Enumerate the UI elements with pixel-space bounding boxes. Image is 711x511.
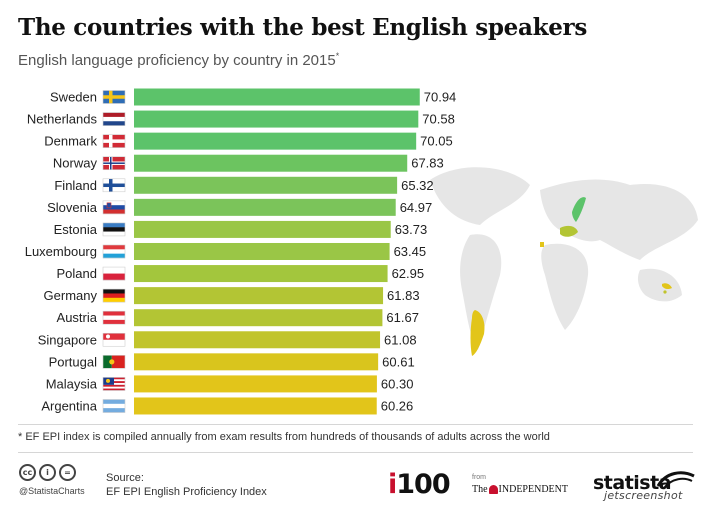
- independent-name: INDEPENDENT: [498, 484, 568, 495]
- subtitle-text: English language proficiency by country …: [18, 52, 336, 69]
- flag-icon: [102, 288, 126, 303]
- footnote: * EF EPI index is compiled annually from…: [18, 431, 550, 443]
- flag-icon: [102, 222, 126, 237]
- map-central-europe-highlight: [560, 225, 578, 237]
- map-singapore-highlight: [663, 290, 667, 294]
- category-label: Estonia: [54, 222, 98, 237]
- i100-logo-i: i: [388, 469, 397, 500]
- independent-logo[interactable]: The INDEPENDENT: [472, 484, 568, 495]
- bar: [134, 198, 396, 216]
- value-label: 70.58: [422, 112, 455, 127]
- category-label: Slovenia: [47, 200, 98, 215]
- footer: cc i = @StatistaCharts Source: EF EPI En…: [0, 456, 711, 511]
- value-label: 61.83: [387, 288, 420, 303]
- flag-icon: [102, 134, 126, 148]
- chart-subtitle: English language proficiency by country …: [18, 51, 339, 69]
- bar: [134, 242, 390, 260]
- jetscreenshot-watermark: jetscreenshot: [604, 489, 683, 502]
- bar: [134, 220, 391, 238]
- source-text: EF EPI English Proficiency Index: [106, 486, 267, 498]
- value-label: 60.26: [381, 398, 414, 413]
- footnote-divider: [18, 424, 693, 425]
- flag-icon: [102, 399, 126, 413]
- i100-logo[interactable]: i100: [388, 469, 451, 500]
- value-label: 64.97: [400, 200, 433, 215]
- value-label: 67.83: [411, 156, 444, 171]
- value-label: 60.61: [382, 354, 415, 369]
- category-label: Germany: [44, 288, 98, 303]
- statista-logo[interactable]: statista: [593, 472, 672, 494]
- bar: [134, 353, 379, 371]
- value-label: 62.95: [392, 266, 425, 281]
- nd-icon[interactable]: =: [59, 464, 76, 481]
- statista-handle[interactable]: @StatistaCharts: [19, 486, 85, 496]
- category-label: Poland: [57, 266, 97, 281]
- map-argentina-highlight: [470, 310, 485, 356]
- category-label: Luxembourg: [25, 244, 97, 259]
- bar: [134, 287, 384, 305]
- category-label: Argentina: [41, 398, 97, 413]
- bar: [134, 88, 420, 106]
- flag-icon: [102, 178, 126, 193]
- world-map-background: [430, 167, 698, 356]
- eagle-icon: [488, 485, 498, 494]
- category-label: Malaysia: [46, 376, 98, 391]
- flag-icon: [102, 156, 126, 171]
- category-label: Austria: [57, 310, 98, 325]
- category-label: Denmark: [44, 134, 97, 149]
- bar: [134, 397, 377, 415]
- license-icons: cc i =: [19, 464, 76, 481]
- value-label: 63.45: [394, 244, 427, 259]
- flag-icon: [102, 355, 126, 369]
- category-label: Portugal: [49, 354, 98, 369]
- independent-the: The: [472, 484, 488, 495]
- flag-icon: [102, 244, 126, 259]
- i100-logo-number: 100: [396, 469, 450, 500]
- flag-icon: [102, 200, 126, 215]
- bar: [134, 265, 388, 283]
- by-icon[interactable]: i: [39, 464, 56, 481]
- cc-icon[interactable]: cc: [19, 464, 36, 481]
- category-label: Norway: [53, 156, 98, 171]
- footer-divider: [18, 452, 693, 453]
- value-label: 65.32: [401, 178, 434, 193]
- flag-icon: [102, 377, 126, 391]
- statista-swoosh-icon: [656, 471, 695, 489]
- flag-icon: [102, 112, 126, 126]
- map-portugal-highlight: [540, 242, 544, 247]
- category-label: Finland: [54, 178, 97, 193]
- value-label: 60.30: [381, 376, 414, 391]
- bar: [134, 132, 417, 150]
- value-label: 61.08: [384, 332, 417, 347]
- flag-icon: [102, 90, 126, 104]
- bar: [134, 375, 377, 393]
- flag-icon: [102, 310, 126, 325]
- value-label: 63.73: [395, 222, 428, 237]
- category-label: Sweden: [50, 90, 97, 105]
- subtitle-footnote-marker: *: [335, 51, 340, 61]
- source-label: Source:: [106, 472, 144, 484]
- category-label: Singapore: [38, 332, 97, 347]
- bar: [134, 331, 381, 349]
- chart-title: The countries with the best English spea…: [18, 14, 587, 41]
- bar: [134, 110, 419, 128]
- value-label: 70.94: [424, 90, 457, 105]
- category-label: Netherlands: [27, 112, 98, 127]
- flag-icon: [102, 266, 126, 281]
- bar: [134, 309, 383, 327]
- map-scandinavia-highlight: [572, 197, 586, 222]
- map-malaysia-highlight: [662, 283, 672, 290]
- flag-icon: [102, 332, 126, 347]
- value-label: 70.05: [420, 134, 453, 149]
- from-label: from: [472, 474, 486, 481]
- bar-chart: Sweden 70.94 Netherlands 70.58 Denmark 70.05 N…: [25, 88, 457, 415]
- value-label: 61.67: [386, 310, 419, 325]
- bar: [134, 154, 408, 172]
- bar: [134, 176, 398, 194]
